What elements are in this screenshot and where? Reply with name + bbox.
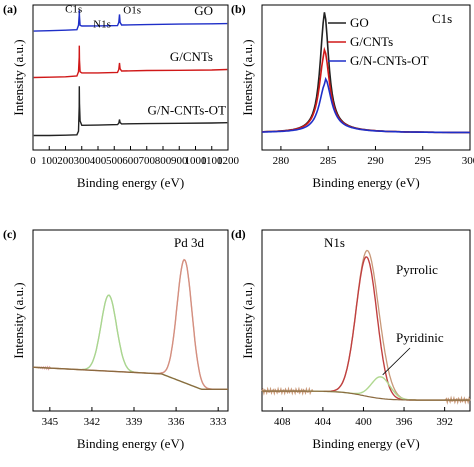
panel-a-x-tick-label: 800 <box>155 155 172 167</box>
panel-b-x-tick-label: 290 <box>367 155 384 167</box>
panel-b-legend-label: G/N-CNTs-OT <box>350 53 429 68</box>
panel-b-series-line <box>262 76 470 134</box>
panel-b-legend-label: G/CNTs <box>350 34 393 49</box>
panel-c-y-axis-label: Intensity (a.u.) <box>11 282 26 358</box>
panel-c-peak-3d32-line <box>32 294 228 390</box>
panel-a-legend-gncnts: G/N-CNTs-OT <box>147 102 226 117</box>
panel-a-y-axis-label: Intensity (a.u.) <box>11 39 26 115</box>
panel-c-peak-3d52-line <box>32 258 228 390</box>
panel-a-x-tick-label: 500 <box>106 155 123 167</box>
panel-a-x-tick-label: 0 <box>30 155 36 167</box>
panel-d-x-axis-label: Binding energy (eV) <box>312 436 419 451</box>
panel-b-x-tick-label: 300 <box>462 155 474 167</box>
panel-d-annotation-pyridinic: Pyridinic <box>396 330 444 345</box>
panel-a-legend-gcnts: G/CNTs <box>170 49 213 64</box>
panel-a-x-tick-label: 1200 <box>217 155 240 167</box>
panel-a-x-tick-label: 100 <box>41 155 58 167</box>
panel-d-pyrrolic-line <box>262 256 470 401</box>
panel-d-envelope-line <box>261 249 471 405</box>
panel-b-title: C1s <box>432 11 452 26</box>
panel-d-x-tick-label: 396 <box>396 416 413 428</box>
panel-a-annotation-c1s: C1s <box>65 4 82 16</box>
panel-d-panel-label: (d) <box>231 227 246 241</box>
panel-b-x-axis-label: Binding energy (eV) <box>312 175 419 190</box>
panel-a-x-tick-label: 600 <box>122 155 139 167</box>
panel-a-x-tick-label: 1100 <box>201 155 223 167</box>
panel-a-annotation-o1s: O1s <box>123 5 141 17</box>
panel-c: (c) 345 342 339 336 333 Binding energy (eV) Int… <box>3 227 229 451</box>
panel-c-x-tick-label: 342 <box>84 416 101 428</box>
panel-c-panel-label: (c) <box>3 227 16 241</box>
panel-d-annotation-pyrrolic: Pyrrolic <box>396 262 438 277</box>
panel-b-panel-label: (b) <box>231 2 246 16</box>
panel-d-pyridinic-leader <box>382 347 411 376</box>
panel-a-x-tick-label: 700 <box>139 155 156 167</box>
panel-d-x-tick-label: 404 <box>315 416 332 428</box>
panel-a-panel-label: (a) <box>3 2 17 16</box>
panel-a-legend-go: GO <box>194 3 213 18</box>
panel-d-y-axis-label: Intensity (a.u.) <box>240 282 255 358</box>
panel-a-series-line <box>33 45 228 79</box>
panel-c-x-tick-label: 333 <box>210 416 227 428</box>
panel-a-series-line <box>33 86 228 137</box>
panel-a-x-tick-label: 200 <box>57 155 74 167</box>
panel-c-x-tick-label: 339 <box>126 416 143 428</box>
panel-a-x-tick-label: 400 <box>90 155 107 167</box>
panel-d-background-line <box>262 390 470 401</box>
panel-c-x-tick-label: 345 <box>42 416 59 428</box>
panel-a-x-axis-label: Binding energy (eV) <box>77 175 184 190</box>
panel-b-legend-label: GO <box>350 15 369 30</box>
panel-c-title: Pd 3d <box>174 235 204 250</box>
panel-a: (a) 0 100 200 300 400 500 600 700 800 900100011001… <box>3 2 240 190</box>
panel-c-plot-frame <box>32 229 229 412</box>
panel-b-x-tick-label: 285 <box>320 155 337 167</box>
panel-b-y-axis-label: Intensity (a.u.) <box>240 39 255 115</box>
panel-d-x-tick-label: 400 <box>355 416 372 428</box>
panel-d-x-tick-label: 392 <box>436 416 453 428</box>
panel-a-annotation-n1s: N1s <box>93 18 111 30</box>
panel-b-x-tick-label: 280 <box>273 155 290 167</box>
panel-d-x-tick-label: 408 <box>274 416 291 428</box>
panel-c-x-axis-label: Binding energy (eV) <box>77 436 184 451</box>
panel-c-x-tick-label: 336 <box>168 416 185 428</box>
panel-a-x-tick-label: 900 <box>171 155 188 167</box>
panel-a-x-tick-label: 1000 <box>185 155 208 167</box>
panel-b-x-tick-label: 295 <box>414 155 431 167</box>
panel-b-series-line <box>262 12 470 134</box>
panel-a-x-tick-label: 300 <box>74 155 91 167</box>
panel-d-title: N1s <box>324 235 345 250</box>
panel-b: (b) 280 285 290 295 300 Binding energy (eV) Int… <box>231 2 474 190</box>
panel-c-background-line <box>32 366 228 390</box>
panel-b-plot-frame <box>261 4 471 151</box>
panel-a-series-line <box>33 10 228 32</box>
panel-d: (d) 408 404 400 396 392 Binding energy (eV) Int… <box>231 227 471 451</box>
panel-d-plot-frame <box>261 229 471 412</box>
